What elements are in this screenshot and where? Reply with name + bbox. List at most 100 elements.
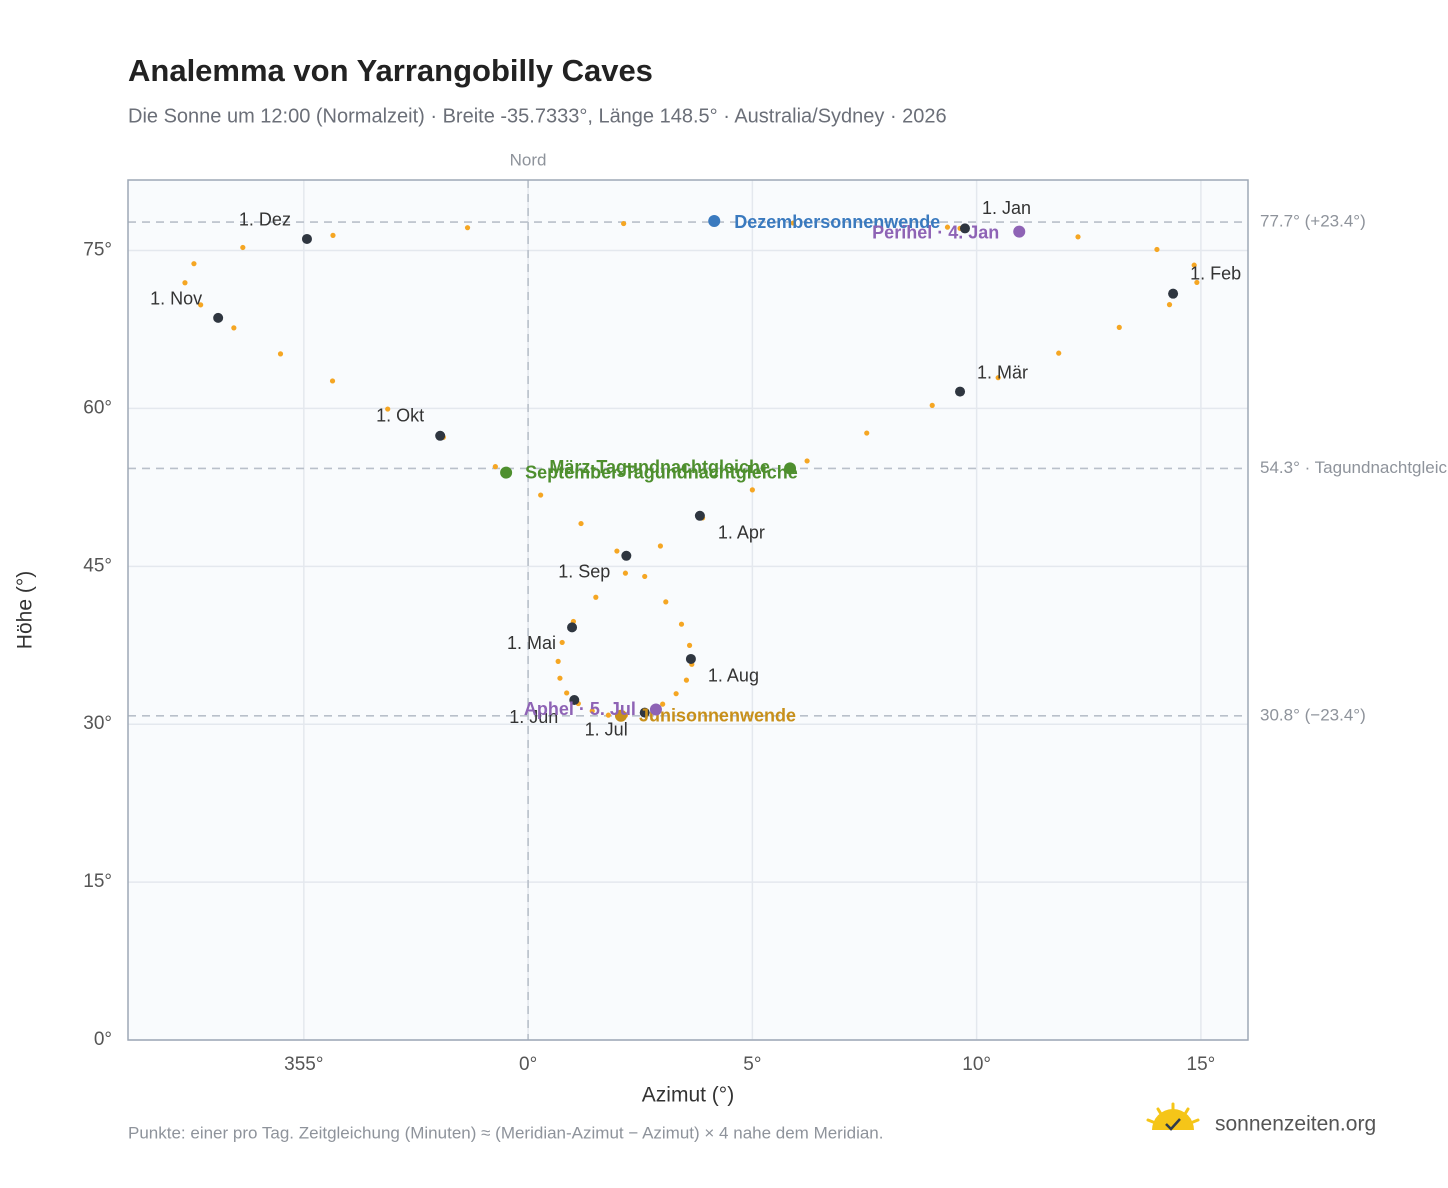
day-point [804, 458, 810, 464]
chart-title: Analemma von Yarrangobilly Caves [128, 53, 653, 88]
event-label: Junisonnenwende [639, 706, 796, 726]
x-tick-label: 10° [962, 1054, 991, 1075]
brand: sonnenzeiten.org [1215, 1113, 1376, 1136]
day-point [673, 691, 679, 697]
y-tick-label: 75° [83, 240, 112, 261]
reference-label: 54.3° · Tagundnachtgleiche [1260, 458, 1448, 477]
day-point [944, 224, 951, 230]
day-point [614, 548, 620, 554]
day-point [1166, 302, 1173, 308]
day-point [182, 280, 188, 286]
y-tick-label: 30° [83, 713, 112, 734]
day-point [385, 406, 391, 412]
month-marker [567, 622, 578, 633]
month-label: 1. Aug [708, 666, 759, 686]
day-point [1056, 350, 1062, 356]
day-point [593, 594, 599, 600]
day-point [678, 621, 685, 627]
day-point [1116, 324, 1122, 330]
month-marker [959, 223, 970, 234]
month-marker [569, 695, 580, 705]
x-tick-label: 15° [1187, 1054, 1216, 1075]
event-marker [1013, 225, 1026, 238]
day-point [277, 351, 284, 357]
month-label: 1. Dez [239, 210, 291, 230]
event-marker [614, 709, 627, 722]
month-label: 1. Jun [509, 707, 558, 727]
event-label: Aphel · 5. Jul [524, 699, 636, 719]
day-point [1191, 262, 1197, 268]
day-point [929, 402, 935, 408]
day-point [589, 708, 595, 714]
event-label: September-Tagundnachtgleiche [525, 462, 798, 482]
y-tick-label: 60° [83, 397, 112, 418]
chart-subtitle: Die Sonne um 12:00 (Normalzeit) · Breite… [128, 105, 947, 127]
day-point [995, 375, 1001, 381]
month-label: 1. Mär [977, 362, 1028, 382]
y-axis-label: Höhe (°) [14, 571, 37, 649]
month-label: 1. Mai [507, 633, 556, 653]
event-label: März-Tagundnachtgleiche [549, 457, 770, 477]
event-marker [500, 466, 513, 479]
x-tick-label: 0° [519, 1054, 537, 1075]
reference-label: 30.8° (−23.4°) [1260, 705, 1366, 724]
day-point [642, 573, 648, 580]
day-point [240, 244, 246, 251]
month-marker [621, 550, 632, 561]
month-marker [213, 312, 224, 323]
x-tick-label: 5° [743, 1054, 761, 1075]
event-label: Dezembersonnenwende [734, 212, 940, 232]
event-marker [649, 703, 662, 716]
day-point [578, 520, 584, 527]
month-marker [435, 430, 446, 441]
day-point [329, 378, 336, 384]
day-point [663, 599, 669, 605]
y-tick-label: 45° [83, 555, 112, 576]
month-label: 1. Nov [150, 289, 202, 309]
day-point [492, 464, 498, 470]
month-label: 1. Jul [585, 719, 628, 739]
footnote: Punkte: einer pro Tag. Zeitgleichung (Mi… [128, 1123, 884, 1142]
plot-area [128, 180, 1248, 1040]
month-label: 1. Apr [718, 523, 765, 543]
day-point [564, 690, 570, 696]
day-point [1154, 246, 1160, 253]
month-marker [694, 510, 705, 521]
brand-logo [1146, 1102, 1200, 1131]
month-marker [1168, 288, 1179, 299]
day-point [660, 701, 666, 707]
y-tick-label: 0° [94, 1029, 112, 1050]
event-marker [784, 462, 797, 475]
month-label: 1. Jan [982, 198, 1031, 218]
plot-frame [127, 179, 1249, 1041]
day-point [621, 220, 627, 227]
event-marker [708, 215, 721, 228]
day-point [330, 232, 336, 238]
month-marker [685, 653, 696, 664]
x-axis-label: Azimut (°) [642, 1084, 734, 1107]
day-point [1075, 234, 1081, 240]
day-point [198, 302, 204, 308]
y-tick-label: 15° [83, 871, 112, 892]
x-tick-label: 355° [284, 1054, 323, 1075]
month-marker [955, 386, 966, 397]
day-point [605, 712, 611, 718]
month-marker [639, 707, 650, 718]
event-label: Perihel · 4. Jan [872, 222, 999, 242]
reference-label: 77.7° (+23.4°) [1260, 212, 1366, 231]
month-marker [301, 233, 312, 244]
month-label: 1. Okt [376, 406, 424, 426]
day-point [657, 543, 664, 549]
day-point [622, 570, 629, 576]
day-point [686, 642, 693, 648]
day-point [1194, 279, 1200, 286]
day-point [538, 492, 544, 498]
day-point [749, 487, 755, 493]
day-point [683, 677, 690, 683]
day-point [231, 325, 237, 331]
day-point [790, 220, 796, 226]
day-point [555, 658, 561, 664]
day-point [559, 639, 565, 646]
